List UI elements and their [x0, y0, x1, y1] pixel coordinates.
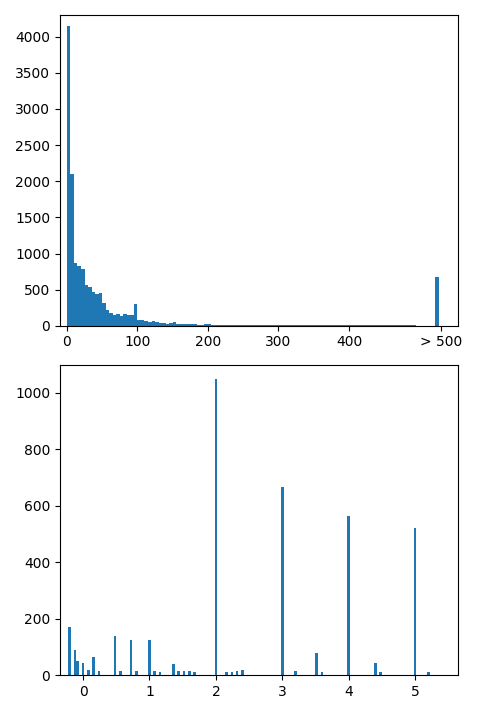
Bar: [215, 378, 217, 675]
Bar: [113, 316, 116, 326]
Bar: [92, 292, 95, 326]
Bar: [120, 316, 123, 326]
Bar: [225, 673, 228, 675]
Bar: [197, 325, 201, 326]
Bar: [130, 640, 132, 675]
Bar: [205, 324, 208, 326]
Bar: [427, 673, 430, 675]
Bar: [74, 650, 76, 675]
Bar: [177, 671, 180, 675]
Bar: [208, 324, 211, 326]
Bar: [134, 304, 137, 326]
Bar: [153, 671, 156, 675]
Bar: [148, 640, 151, 675]
Bar: [187, 324, 190, 326]
Bar: [87, 670, 90, 675]
Bar: [159, 323, 162, 326]
Bar: [98, 671, 100, 675]
Bar: [68, 627, 71, 675]
Bar: [218, 325, 222, 326]
Bar: [241, 670, 244, 675]
Bar: [148, 322, 152, 326]
Bar: [348, 516, 350, 675]
Bar: [414, 528, 416, 675]
Bar: [281, 488, 283, 675]
Bar: [188, 671, 191, 675]
Bar: [194, 324, 197, 326]
Bar: [215, 325, 218, 326]
Bar: [236, 671, 239, 675]
Bar: [67, 26, 70, 326]
Bar: [173, 322, 176, 326]
Bar: [190, 324, 194, 326]
Bar: [135, 671, 138, 675]
Bar: [74, 263, 77, 326]
Bar: [127, 316, 130, 326]
Bar: [176, 324, 180, 326]
Bar: [95, 294, 98, 326]
Bar: [159, 673, 162, 675]
Bar: [81, 269, 85, 326]
Bar: [70, 174, 74, 326]
Bar: [374, 663, 377, 675]
Bar: [183, 324, 187, 326]
Bar: [109, 313, 113, 326]
Bar: [201, 325, 205, 326]
Bar: [222, 325, 226, 326]
Bar: [172, 664, 175, 675]
Bar: [88, 287, 92, 326]
Bar: [98, 293, 102, 326]
Bar: [106, 311, 109, 326]
Bar: [119, 671, 121, 675]
Bar: [315, 653, 318, 675]
Bar: [239, 325, 243, 326]
Bar: [183, 671, 185, 675]
Bar: [116, 314, 120, 326]
Bar: [141, 320, 144, 326]
Bar: [155, 322, 159, 326]
Bar: [169, 323, 173, 326]
Bar: [435, 277, 439, 326]
Bar: [152, 321, 155, 326]
Bar: [130, 315, 134, 326]
Bar: [165, 323, 169, 326]
Bar: [123, 314, 127, 326]
Bar: [144, 321, 148, 326]
Bar: [294, 671, 297, 675]
Bar: [85, 285, 88, 326]
Bar: [230, 673, 233, 675]
Bar: [162, 323, 165, 326]
Bar: [102, 303, 106, 326]
Bar: [137, 321, 141, 326]
Bar: [76, 661, 79, 675]
Bar: [379, 673, 382, 675]
Bar: [211, 325, 215, 326]
Bar: [180, 324, 183, 326]
Bar: [82, 663, 85, 675]
Bar: [77, 266, 81, 326]
Bar: [114, 635, 116, 675]
Bar: [193, 673, 196, 675]
Bar: [321, 673, 324, 675]
Bar: [92, 657, 95, 675]
